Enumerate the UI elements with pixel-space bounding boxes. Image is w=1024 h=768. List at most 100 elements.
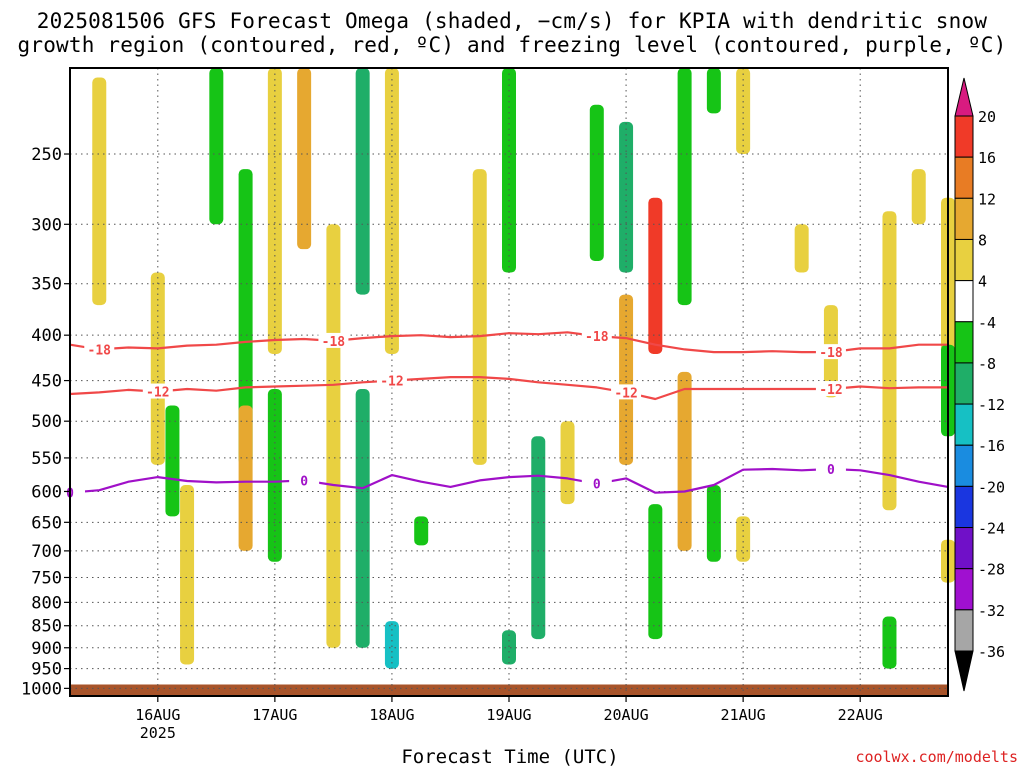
x-tick-label: 21AUG: [721, 706, 766, 724]
y-tick-label: 950: [31, 660, 62, 680]
contour-label-bg: [376, 372, 407, 388]
colorbar-label: -32: [978, 602, 1005, 620]
omega-cell: [531, 436, 546, 640]
colorbar: 20 16 12 8 4 -4 -8 -12 -16 -20 -24 -28 -32 -36: [954, 77, 1005, 692]
contour-label: -18: [322, 335, 346, 350]
contour-label-bg: [84, 341, 115, 357]
x-tick-label: 19AUG: [486, 706, 531, 724]
omega-cell: [619, 294, 634, 465]
contour-label: -18: [585, 330, 609, 345]
colorbar-label: -12: [978, 396, 1005, 414]
source-credit: coolwx.com/modelts: [855, 748, 1018, 766]
colorbar-swatch: [954, 527, 974, 570]
x-tick-sublabel: 2025: [140, 724, 176, 742]
x-tick-label: 20AUG: [603, 706, 648, 724]
contour-label-bg: [815, 460, 846, 476]
colorbar-label: 8: [978, 231, 987, 249]
colorbar-swatch: [954, 609, 974, 652]
chart-title-line-2: growth region (contoured, red, ºC) and f…: [17, 33, 1007, 57]
contour-label-bg: [611, 384, 642, 400]
contour-label-bg: [815, 344, 846, 360]
contour-label: -12: [380, 375, 403, 390]
omega-cell: [472, 169, 487, 465]
contour-label: -12: [146, 386, 169, 401]
contour-label: 0: [593, 478, 601, 493]
omega-cell: [297, 68, 312, 250]
omega-cell: [238, 405, 253, 551]
omega-cell: [619, 121, 634, 273]
contour-label: 0: [827, 463, 835, 478]
omega-cell: [648, 504, 663, 640]
omega-cell: [882, 211, 897, 511]
omega-cell: [355, 68, 370, 295]
y-tick-label: 800: [31, 593, 62, 613]
omega-cell: [384, 68, 399, 354]
y-tick-label: 700: [31, 542, 62, 562]
contour-line: [69, 467, 949, 494]
omega-cell: [414, 516, 429, 546]
contour-label-bg: [815, 381, 846, 397]
colorbar-label: 16: [978, 149, 996, 167]
contour-line: [69, 376, 948, 401]
omega-cell: [326, 224, 341, 648]
contour-label: -12: [614, 386, 637, 401]
y-tick-label: 1000: [21, 679, 62, 699]
contour-label: -18: [819, 346, 843, 361]
y-tick-label: 450: [31, 372, 62, 392]
colorbar-swatch: [954, 238, 974, 282]
contour-label-bg: [581, 475, 612, 491]
y-tick-label: 750: [31, 568, 62, 588]
x-tick-label: 22AUG: [838, 706, 883, 724]
grid-layer: [70, 68, 948, 696]
colorbar-bottom-arrow: [954, 650, 974, 692]
omega-cell: [882, 616, 897, 669]
y-tick-label: 500: [31, 412, 62, 432]
omega-cell: [706, 68, 721, 114]
omega-shading-layer: [92, 68, 955, 669]
contour-label-bg: [142, 383, 173, 399]
y-tick-label: 850: [31, 617, 62, 637]
colorbar-swatch: [954, 485, 974, 529]
omega-cell: [384, 621, 399, 669]
omega-cell: [677, 371, 692, 551]
x-tick-label: 18AUG: [369, 706, 414, 724]
y-tick-label: 600: [31, 482, 62, 502]
colorbar-label: -16: [978, 437, 1005, 455]
colorbar-label: -8: [978, 355, 996, 373]
omega-cell: [648, 197, 663, 354]
contour-line: [69, 331, 948, 354]
omega-cell: [150, 272, 165, 465]
omega-cell: [238, 169, 253, 465]
omega-cell: [209, 68, 224, 225]
y-tick-label: 300: [31, 215, 62, 235]
colorbar-label: 20: [978, 108, 996, 126]
colorbar-swatch: [954, 362, 974, 405]
contour-label-bg: [289, 472, 320, 488]
omega-cell: [794, 224, 809, 273]
colorbar-label: -24: [978, 520, 1005, 538]
colorbar-swatch: [954, 280, 974, 323]
y-tick-label: 350: [31, 275, 62, 295]
omega-cell: [180, 484, 195, 665]
colorbar-swatch: [954, 321, 974, 364]
contour-label-bg: [581, 328, 612, 344]
omega-cell: [677, 68, 692, 306]
y-tick-label: 250: [31, 145, 62, 165]
contour-label-bg: [318, 332, 349, 348]
x-axis-title: Forecast Time (UTC): [401, 746, 619, 768]
colorbar-top-arrow: [954, 77, 974, 117]
chart-title-line-1: 2025081506 GFS Forecast Omega (shaded, −…: [36, 9, 988, 33]
colorbar-swatch: [954, 115, 974, 158]
colorbar-swatch: [954, 156, 974, 199]
axes-layer: 2503003504004505005506006507007508008509…: [21, 67, 949, 742]
colorbar-swatch: [954, 444, 974, 487]
contour-label: -12: [819, 383, 842, 398]
colorbar-swatch: [954, 568, 974, 611]
y-tick-label: 400: [31, 326, 62, 346]
colorbar-swatch: [954, 197, 974, 240]
colorbar-label: -36: [978, 643, 1005, 661]
y-tick-label: 650: [31, 513, 62, 533]
y-tick-label: 900: [31, 639, 62, 659]
